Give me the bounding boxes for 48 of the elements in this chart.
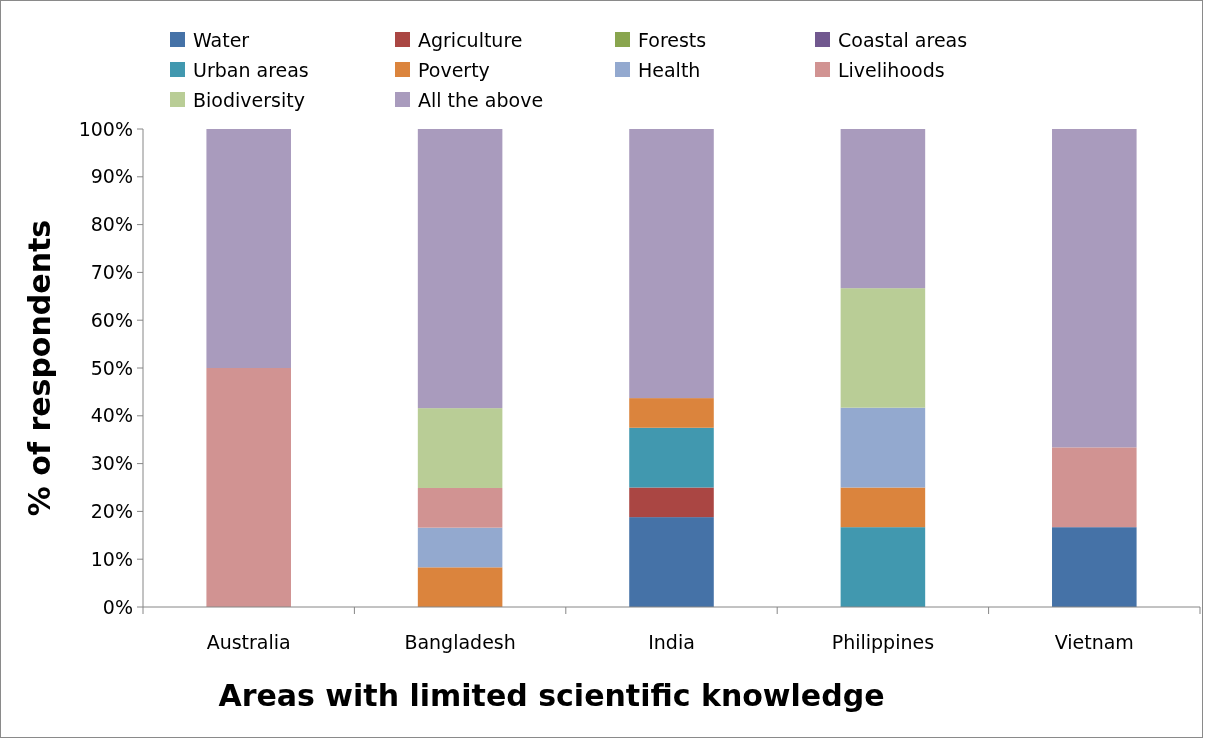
legend-label: Poverty (418, 58, 490, 81)
y-tick-label: 100% (78, 117, 133, 140)
y-tick-label: 50% (90, 356, 133, 379)
bar (840, 407, 926, 488)
y-tick-label: 0% (102, 595, 133, 618)
x-tick-label: Vietnam (1054, 631, 1134, 653)
x-axis-title: Areas with limited scientific knowledge (218, 678, 885, 713)
x-tick-label: Philippines (831, 631, 935, 653)
x-tick-label: India (648, 631, 695, 653)
legend-label: Agriculture (418, 28, 523, 51)
bar (629, 129, 714, 399)
y-axis-title: % of respondents (22, 219, 57, 517)
y-tick-label: 60% (90, 308, 133, 331)
y-tick-label: 90% (90, 165, 133, 188)
bar (840, 487, 926, 528)
legend-label: Forests (638, 28, 707, 51)
bar (417, 487, 503, 528)
bar (629, 398, 714, 428)
bar (417, 129, 503, 409)
bar (629, 427, 714, 488)
bar (840, 288, 926, 408)
y-tick-label: 80% (90, 213, 133, 236)
y-tick-label: 20% (90, 500, 133, 523)
legend-label: Urban areas (193, 58, 309, 81)
y-tick-label: 30% (90, 452, 133, 475)
y-tick-label: 10% (90, 547, 133, 570)
bar (417, 527, 503, 568)
bar (840, 527, 926, 607)
bar (206, 368, 291, 607)
bar (629, 487, 714, 518)
x-tick-label: Australia (206, 631, 291, 653)
y-tick-label: 40% (90, 404, 133, 427)
legend-label: All the above (418, 88, 544, 111)
bar (1052, 447, 1137, 528)
x-tick-label: Bangladesh (404, 631, 516, 653)
legend-label: Coastal areas (838, 28, 968, 51)
bar (1052, 527, 1137, 607)
legend-label: Livelihoods (838, 58, 945, 81)
legend-label: Water (193, 28, 250, 51)
bar (206, 129, 291, 368)
bar (1052, 129, 1137, 448)
bar (629, 517, 714, 607)
bar (417, 567, 503, 607)
y-tick-label: 70% (90, 261, 133, 284)
legend-label: Biodiversity (193, 88, 305, 111)
bar (840, 129, 926, 289)
legend-label: Health (638, 58, 701, 81)
bar (417, 408, 503, 488)
